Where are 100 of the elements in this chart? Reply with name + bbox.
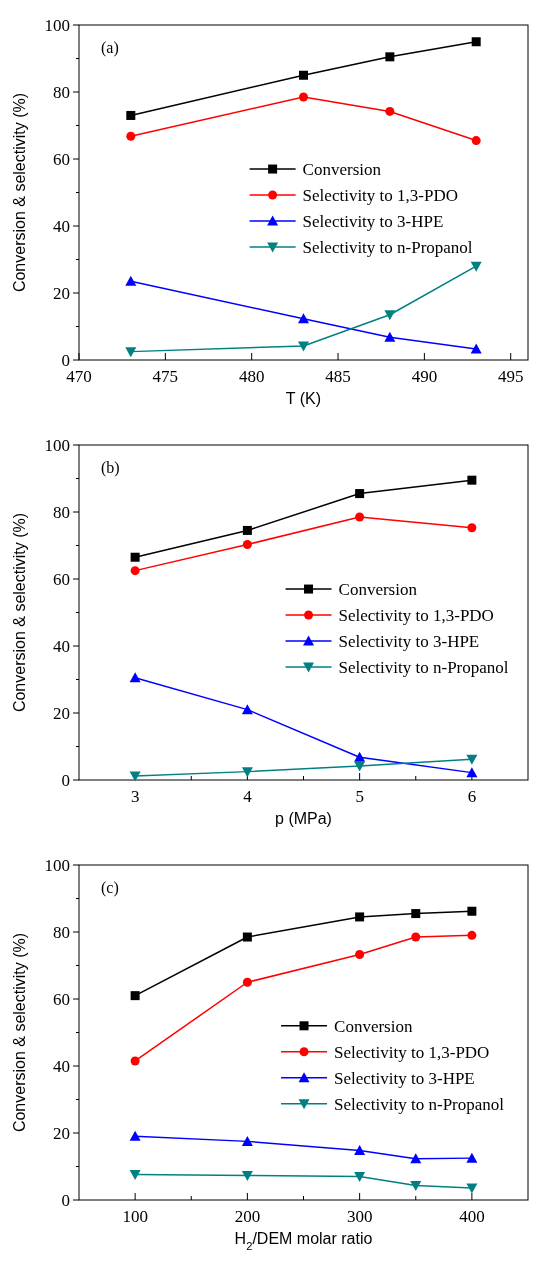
y-tick-label: 60	[53, 569, 70, 589]
point	[410, 1181, 422, 1192]
point	[355, 489, 365, 499]
point	[298, 341, 309, 352]
point	[241, 1135, 253, 1146]
y-tick-label: 40	[53, 216, 70, 236]
point	[242, 540, 252, 549]
point	[466, 754, 478, 765]
x-tick-label: 5	[355, 787, 364, 806]
legend-label: Selectivity to 1,3-PDO	[338, 606, 494, 625]
y-axis-title: Conversion & selectivity (%)	[11, 932, 28, 1133]
point	[384, 310, 396, 321]
point	[354, 761, 366, 772]
legend-label: Selectivity to 1,3-PDO	[302, 186, 458, 205]
x-tick-label: 200	[234, 1207, 261, 1226]
point	[411, 932, 421, 942]
y-tick-label: 80	[53, 502, 70, 522]
y-tick-label: 80	[53, 82, 70, 102]
point	[125, 275, 137, 286]
annotation: (a)	[101, 39, 119, 57]
legend-label: Selectivity to 3-HPE	[338, 632, 480, 651]
legend-label: Selectivity to n-Propanol	[334, 1094, 505, 1114]
y-tick-label: 100	[44, 855, 70, 875]
point	[298, 313, 309, 324]
legend-label: Conversion	[338, 580, 418, 599]
point	[126, 110, 136, 120]
y-axis-title: Conversion & selectivity (%)	[11, 512, 28, 713]
point	[129, 672, 141, 683]
y-tick-label: 20	[53, 703, 70, 723]
point	[126, 131, 136, 141]
point	[354, 1144, 366, 1155]
x-tick-label: 6	[467, 787, 477, 806]
point	[242, 932, 252, 942]
point	[467, 906, 477, 916]
point	[470, 261, 482, 272]
x-axis-title: H$_{2}$/DEM molar ratio	[234, 1230, 373, 1252]
point	[125, 347, 137, 358]
x-tick-label: 475	[152, 367, 179, 386]
point	[129, 1130, 141, 1141]
y-tick-label: 0	[61, 350, 70, 370]
point	[467, 930, 477, 940]
x-axis-title: p (MPa)	[275, 810, 332, 827]
x-tick-label: 4	[243, 787, 253, 806]
point	[385, 106, 395, 116]
x-tick-label: 490	[411, 367, 438, 386]
x-tick-label: 100	[122, 1207, 148, 1226]
point	[466, 1183, 478, 1194]
x-tick-label: 485	[325, 367, 351, 386]
point	[299, 92, 308, 102]
point	[241, 704, 253, 715]
point	[467, 523, 477, 533]
y-tick-label: 20	[53, 1123, 70, 1143]
point	[130, 552, 140, 562]
point	[242, 977, 252, 987]
legend-label: Conversion	[302, 160, 382, 179]
point	[471, 37, 481, 47]
point	[242, 525, 252, 535]
y-tick-label: 100	[44, 15, 70, 35]
y-tick-label: 0	[61, 1190, 70, 1210]
y-tick-label: 60	[53, 149, 70, 169]
x-tick-label: 480	[238, 367, 265, 386]
legend-label: Selectivity to 3-HPE	[302, 212, 444, 231]
legend-label: Conversion	[334, 1016, 413, 1036]
point	[130, 566, 140, 576]
x-tick-label: 3	[130, 787, 140, 806]
point	[129, 1170, 141, 1181]
point	[355, 512, 365, 522]
y-tick-label: 60	[53, 989, 70, 1009]
point	[130, 991, 140, 1001]
x-tick-label: 300	[346, 1207, 373, 1226]
point	[466, 1152, 478, 1163]
point	[241, 767, 253, 778]
point	[466, 767, 478, 778]
annotation: (b)	[101, 459, 120, 477]
point	[470, 343, 482, 354]
point	[355, 949, 365, 959]
point	[410, 1153, 422, 1164]
legend-label: Selectivity to n-Propanol	[338, 658, 509, 677]
point	[299, 70, 308, 80]
point	[471, 136, 481, 146]
point	[241, 1171, 253, 1182]
point	[354, 1172, 366, 1183]
legend-label: Selectivity to 3-HPE	[334, 1068, 475, 1088]
y-tick-label: 40	[53, 636, 70, 656]
x-tick-label: 470	[66, 367, 92, 386]
y-tick-label: 100	[44, 435, 70, 455]
x-tick-label: 400	[459, 1207, 485, 1226]
x-axis-title: T (K)	[285, 390, 322, 407]
y-tick-label: 0	[61, 770, 70, 790]
point	[355, 912, 365, 922]
y-tick-label: 80	[53, 922, 70, 942]
point	[384, 331, 396, 342]
point	[467, 475, 477, 485]
point	[385, 52, 395, 62]
legend-label: Selectivity to n-Propanol	[302, 238, 473, 257]
point	[129, 771, 141, 782]
y-axis-title: Conversion & selectivity (%)	[11, 92, 28, 293]
x-tick-label: 495	[497, 367, 524, 386]
point	[130, 1056, 140, 1066]
y-tick-label: 20	[53, 283, 70, 303]
